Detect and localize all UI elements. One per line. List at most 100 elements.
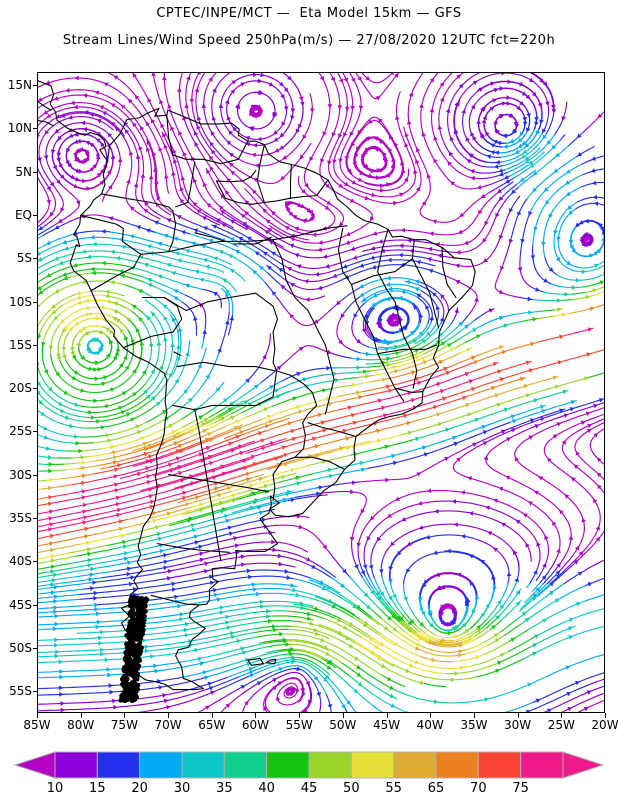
streamline [38, 588, 289, 614]
streamline-arrow [327, 467, 333, 473]
streamline-arrow [53, 642, 59, 648]
streamline [377, 633, 395, 646]
streamline-arrow [364, 195, 370, 201]
streamline-arrow [113, 301, 119, 307]
streamline-arrow [443, 366, 448, 372]
streamline-arrow [291, 659, 296, 665]
streamline [38, 587, 51, 590]
streamline-arrow [284, 569, 289, 574]
streamline-arrow [61, 346, 67, 352]
latitude-tick-mark [33, 431, 38, 433]
streamline-arrow [109, 689, 114, 695]
streamline-arrow [388, 595, 393, 601]
streamline-arrow [485, 603, 490, 609]
streamline [41, 342, 148, 402]
longitude-tick-mark [80, 713, 82, 718]
streamline [346, 371, 358, 374]
streamline [220, 701, 233, 712]
streamline [38, 225, 53, 236]
streamline-arrow [82, 157, 88, 163]
streamline-arrow [545, 200, 550, 205]
streamline-arrow [221, 471, 227, 477]
streamline-arrow [401, 517, 407, 522]
streamline-arrow [368, 564, 374, 570]
streamline [233, 418, 263, 432]
streamline-arrow [578, 551, 584, 556]
streamline-arrow [378, 569, 384, 574]
streamline-arrow [147, 283, 153, 288]
streamline [300, 419, 419, 451]
streamline-arrow [194, 87, 200, 93]
streamline [38, 115, 60, 136]
streamline-arrow [231, 493, 237, 498]
streamline-arrow [306, 616, 312, 621]
streamline [398, 604, 407, 615]
streamline [77, 336, 113, 364]
streamline [113, 538, 159, 550]
streamline-arrow [306, 611, 312, 617]
streamline-arrow [450, 677, 456, 683]
map-outline [377, 228, 418, 389]
streamline-arrow [81, 460, 86, 466]
streamline-arrow [185, 283, 190, 289]
streamline-arrow [371, 302, 377, 307]
colorbar-segment [181, 751, 225, 779]
streamline-arrow [470, 608, 476, 613]
streamline-arrow [526, 113, 531, 118]
streamline-arrow [282, 155, 288, 160]
streamline-arrow [217, 347, 222, 353]
streamline-arrow [564, 494, 570, 499]
longitude-tick-label: 20W [591, 718, 618, 732]
streamline-arrow [197, 656, 203, 662]
streamline [533, 535, 541, 569]
longitude-tick-mark [211, 713, 213, 718]
streamline [132, 452, 175, 468]
streamline-arrow [485, 505, 491, 511]
streamline [502, 181, 514, 190]
streamline-arrow [575, 680, 580, 686]
streamline-arrow [568, 210, 574, 215]
streamline-arrow [388, 286, 393, 292]
streamline-arrow [480, 612, 485, 617]
streamline-arrow [278, 81, 284, 87]
streamline-arrow [404, 132, 409, 138]
streamline [426, 572, 472, 583]
streamline-arrow [237, 426, 243, 431]
streamline-arrow [472, 80, 478, 86]
streamline [236, 610, 289, 616]
streamline-arrow [56, 152, 62, 157]
streamline-arrow [81, 495, 87, 500]
streamline-arrow [52, 626, 58, 632]
streamline-arrow [292, 396, 297, 401]
streamline-arrow [88, 366, 93, 372]
streamline [339, 254, 429, 270]
streamline-arrow [402, 325, 407, 331]
streamline [60, 577, 103, 584]
streamline-arrow [495, 212, 500, 218]
streamline-arrow [421, 610, 426, 616]
streamline-arrow [356, 356, 361, 362]
streamline [38, 463, 49, 465]
streamline-arrow [226, 140, 232, 146]
streamline [530, 596, 546, 609]
streamline-arrow [449, 348, 455, 353]
streamline [281, 437, 288, 441]
streamline [38, 225, 45, 232]
streamline-arrow [505, 178, 511, 184]
streamline-arrow [454, 634, 459, 640]
streamline-arrow [392, 593, 397, 599]
streamline-arrow [325, 651, 330, 656]
streamline-arrow [156, 195, 161, 201]
streamline [38, 276, 71, 296]
streamline [549, 552, 560, 570]
streamline-arrow [503, 144, 508, 149]
streamline-arrow [204, 561, 209, 567]
streamline [209, 434, 242, 448]
streamline-arrow [517, 267, 523, 272]
streamline-arrow [152, 511, 157, 516]
streamline [580, 155, 603, 166]
streamline [345, 456, 387, 467]
streamline [398, 541, 414, 554]
streamline-arrow [56, 157, 61, 163]
streamline-arrow [290, 283, 295, 288]
